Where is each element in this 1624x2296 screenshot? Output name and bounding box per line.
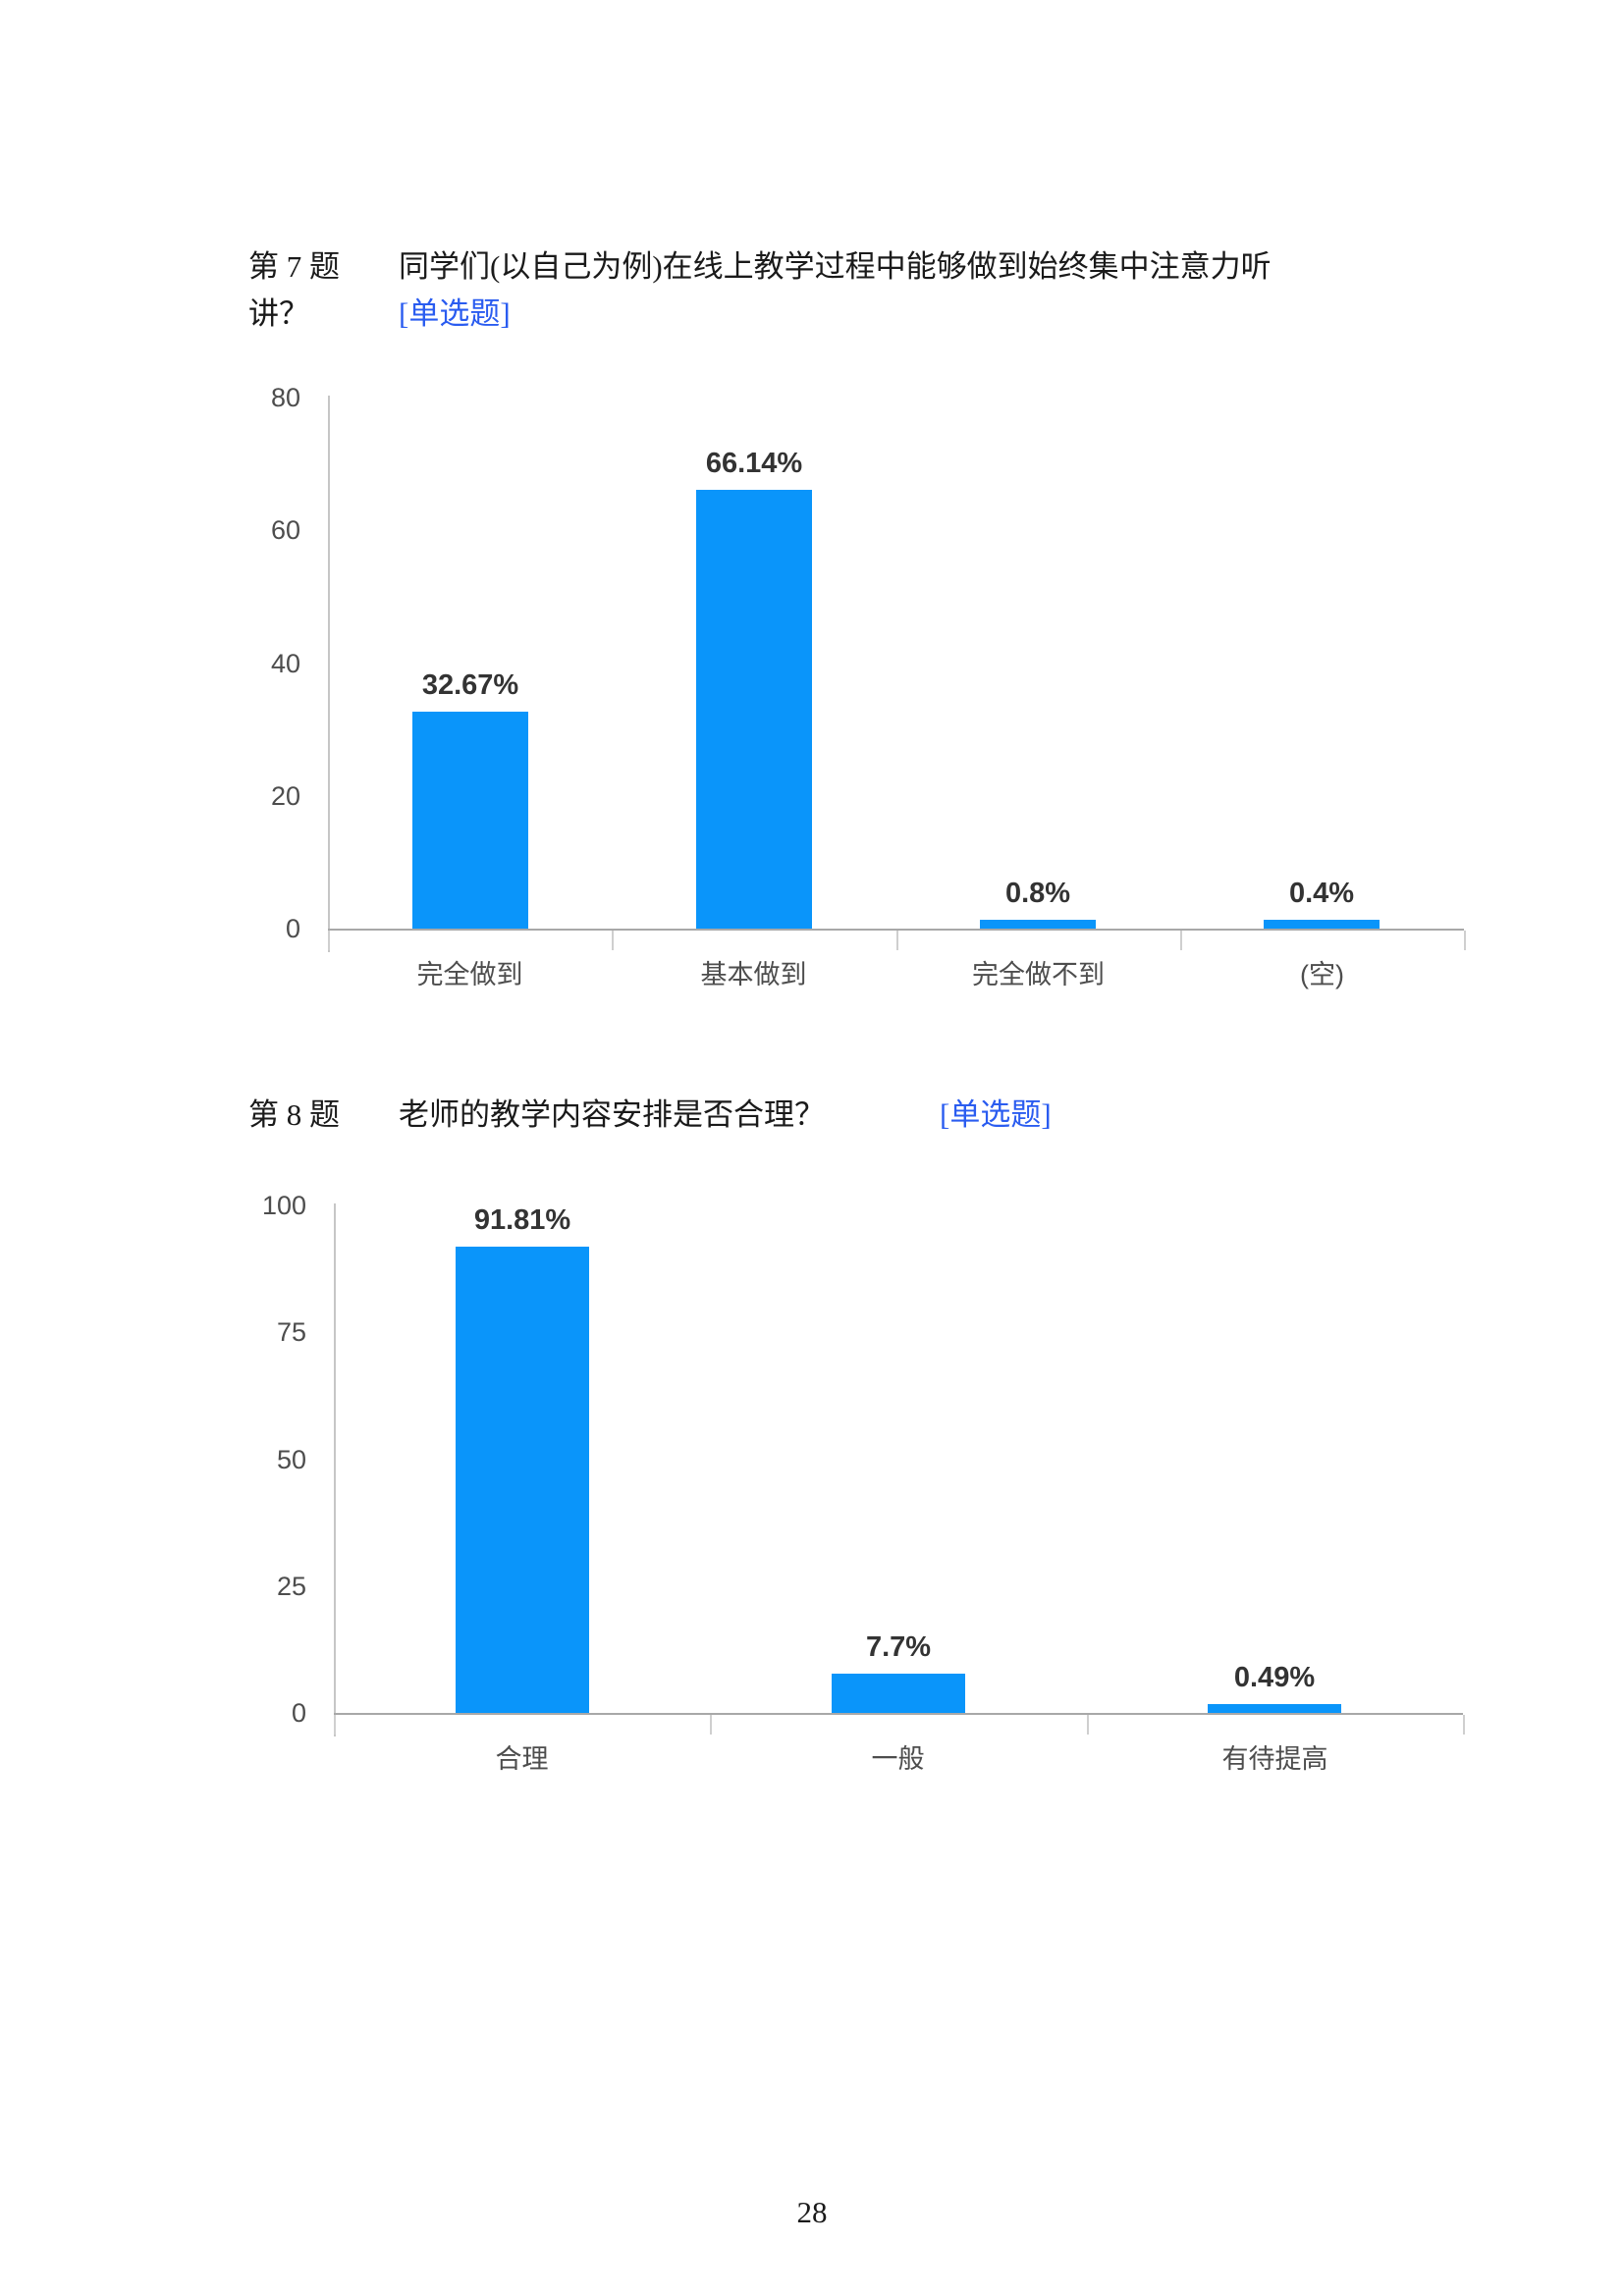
y-axis-tick-label: 50 [276,1445,306,1474]
x-axis-category-label: 一般 [871,1744,925,1774]
bar-一般 [832,1674,965,1713]
question-8-number: 第 8 题 [248,1097,340,1132]
bar-value-label: 0.8% [1004,878,1071,909]
question-7-text-continued: 讲？ [248,296,309,331]
x-axis-category-label: 基本做到 [700,960,807,989]
y-axis-tick-label: 100 [261,1191,306,1220]
bar-value-label: 66.14% [705,448,803,479]
x-axis-tick [896,931,898,950]
page-number: 28 [796,2195,828,2229]
x-axis-tick [1180,931,1182,950]
x-axis-category-label: 有待提高 [1221,1744,1328,1774]
bar-合理 [456,1247,589,1713]
bar-value-label: 0.4% [1288,878,1355,909]
bar-value-label: 0.49% [1233,1662,1316,1693]
x-axis-tick [1463,1715,1465,1735]
question-7-type-tag: [单选题] [399,296,511,331]
x-axis-tick [334,1715,336,1735]
bar-value-label: 7.7% [865,1631,932,1663]
y-axis-tick-label: 25 [276,1572,306,1601]
x-axis-category-label: 合理 [495,1744,549,1774]
y-axis-tick-label: 80 [270,383,300,412]
x-axis-category-label: (空) [1300,960,1344,989]
x-axis-category-label: 完全做不到 [972,960,1105,989]
bar-完全做不到 [980,920,1096,929]
bar-基本做到 [696,490,812,929]
x-axis-tick [710,1715,712,1735]
bar-有待提高 [1208,1704,1341,1713]
y-axis-line [334,1203,336,1736]
x-axis-line [334,1713,1463,1715]
bar-value-label: 91.81% [473,1204,571,1236]
question-7-number: 第 7 题 [248,249,340,284]
x-axis-tick [1464,931,1466,950]
bar-value-label: 32.67% [421,669,519,701]
x-axis-tick [328,931,330,950]
x-axis-tick [1087,1715,1089,1735]
question-8-text: 老师的教学内容安排是否合理？ [399,1097,825,1132]
y-axis-tick-label: 40 [270,649,300,678]
y-axis-tick-label: 0 [291,1698,306,1728]
bar-(空) [1264,920,1380,929]
x-axis-tick [612,931,614,950]
y-axis-line [328,396,330,952]
y-axis-tick-label: 75 [276,1317,306,1347]
question-8-type-tag: [单选题] [940,1097,1052,1132]
y-axis-tick-label: 60 [270,515,300,545]
bar-完全做到 [412,712,528,929]
question-7-text: 同学们(以自己为例)在线上教学过程中能够做到始终集中注意力听 [399,249,1272,284]
y-axis-tick-label: 0 [285,914,300,943]
y-axis-tick-label: 20 [270,781,300,811]
x-axis-line [328,929,1464,931]
x-axis-category-label: 完全做到 [416,960,523,989]
